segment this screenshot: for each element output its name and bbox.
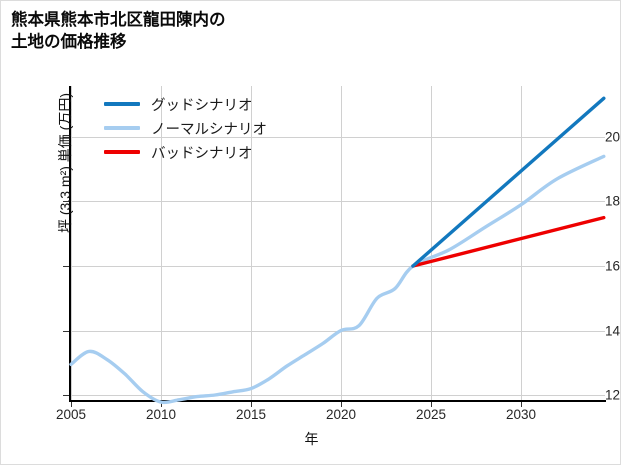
y-tick-label-18: 18 (604, 193, 620, 209)
legend: グッドシナリオ ノーマルシナリオ バッドシナリオ (104, 92, 267, 164)
page-title: 熊本県熊本市北区龍田陳内の 土地の価格推移 (11, 11, 226, 52)
x-tick-label-2020: 2020 (325, 407, 357, 422)
y-tick-mark-16 (63, 266, 69, 267)
gridline-x-2020 (341, 86, 342, 401)
legend-swatch-bad (104, 150, 140, 154)
y-tick-label-16: 16 (604, 258, 620, 274)
x-tick-mark-2010 (161, 402, 162, 407)
y-tick-mark-14 (63, 331, 69, 332)
x-tick-mark-2025 (431, 402, 432, 407)
y-tick-mark-12 (63, 395, 69, 396)
legend-item-normal[interactable]: ノーマルシナリオ (104, 116, 267, 140)
y-tick-mark-20 (63, 137, 69, 138)
legend-item-good[interactable]: グッドシナリオ (104, 92, 267, 116)
legend-swatch-good (104, 102, 140, 106)
gridline-y-14 (70, 331, 605, 332)
x-axis-label: 年 (304, 431, 319, 447)
x-axis-spine (69, 400, 606, 402)
x-tick-label-2015: 2015 (235, 407, 267, 422)
x-tick-mark-2015 (251, 402, 252, 407)
x-tick-label-2010: 2010 (145, 407, 177, 422)
gridline-y-18 (70, 201, 605, 202)
y-tick-label-14: 14 (604, 323, 620, 339)
y-tick-label-20: 20 (604, 129, 620, 145)
gridline-y-20 (70, 137, 605, 138)
x-tick-label-2025: 2025 (415, 407, 447, 422)
x-tick-label-2005: 2005 (55, 407, 87, 422)
y-tick-mark-18 (63, 201, 69, 202)
x-tick-mark-2030 (521, 402, 522, 407)
x-tick-mark-2020 (341, 402, 342, 407)
legend-label-normal: ノーマルシナリオ (151, 121, 267, 138)
legend-swatch-normal (104, 126, 140, 130)
legend-item-bad[interactable]: バッドシナリオ (104, 140, 267, 164)
gridline-y-16 (70, 266, 605, 267)
y-tick-label-12: 12 (604, 387, 620, 403)
x-tick-label-2030: 2030 (505, 407, 537, 422)
legend-label-bad: バッドシナリオ (151, 145, 253, 162)
legend-label-good: グッドシナリオ (151, 97, 253, 114)
y-axis-label: 坪 (3.3 m²) 単価 (万円) (57, 93, 73, 233)
gridline-x-2025 (431, 86, 432, 401)
gridline-x-2030 (521, 86, 522, 401)
gridline-y-12 (70, 395, 605, 396)
x-tick-mark-2005 (71, 402, 72, 407)
